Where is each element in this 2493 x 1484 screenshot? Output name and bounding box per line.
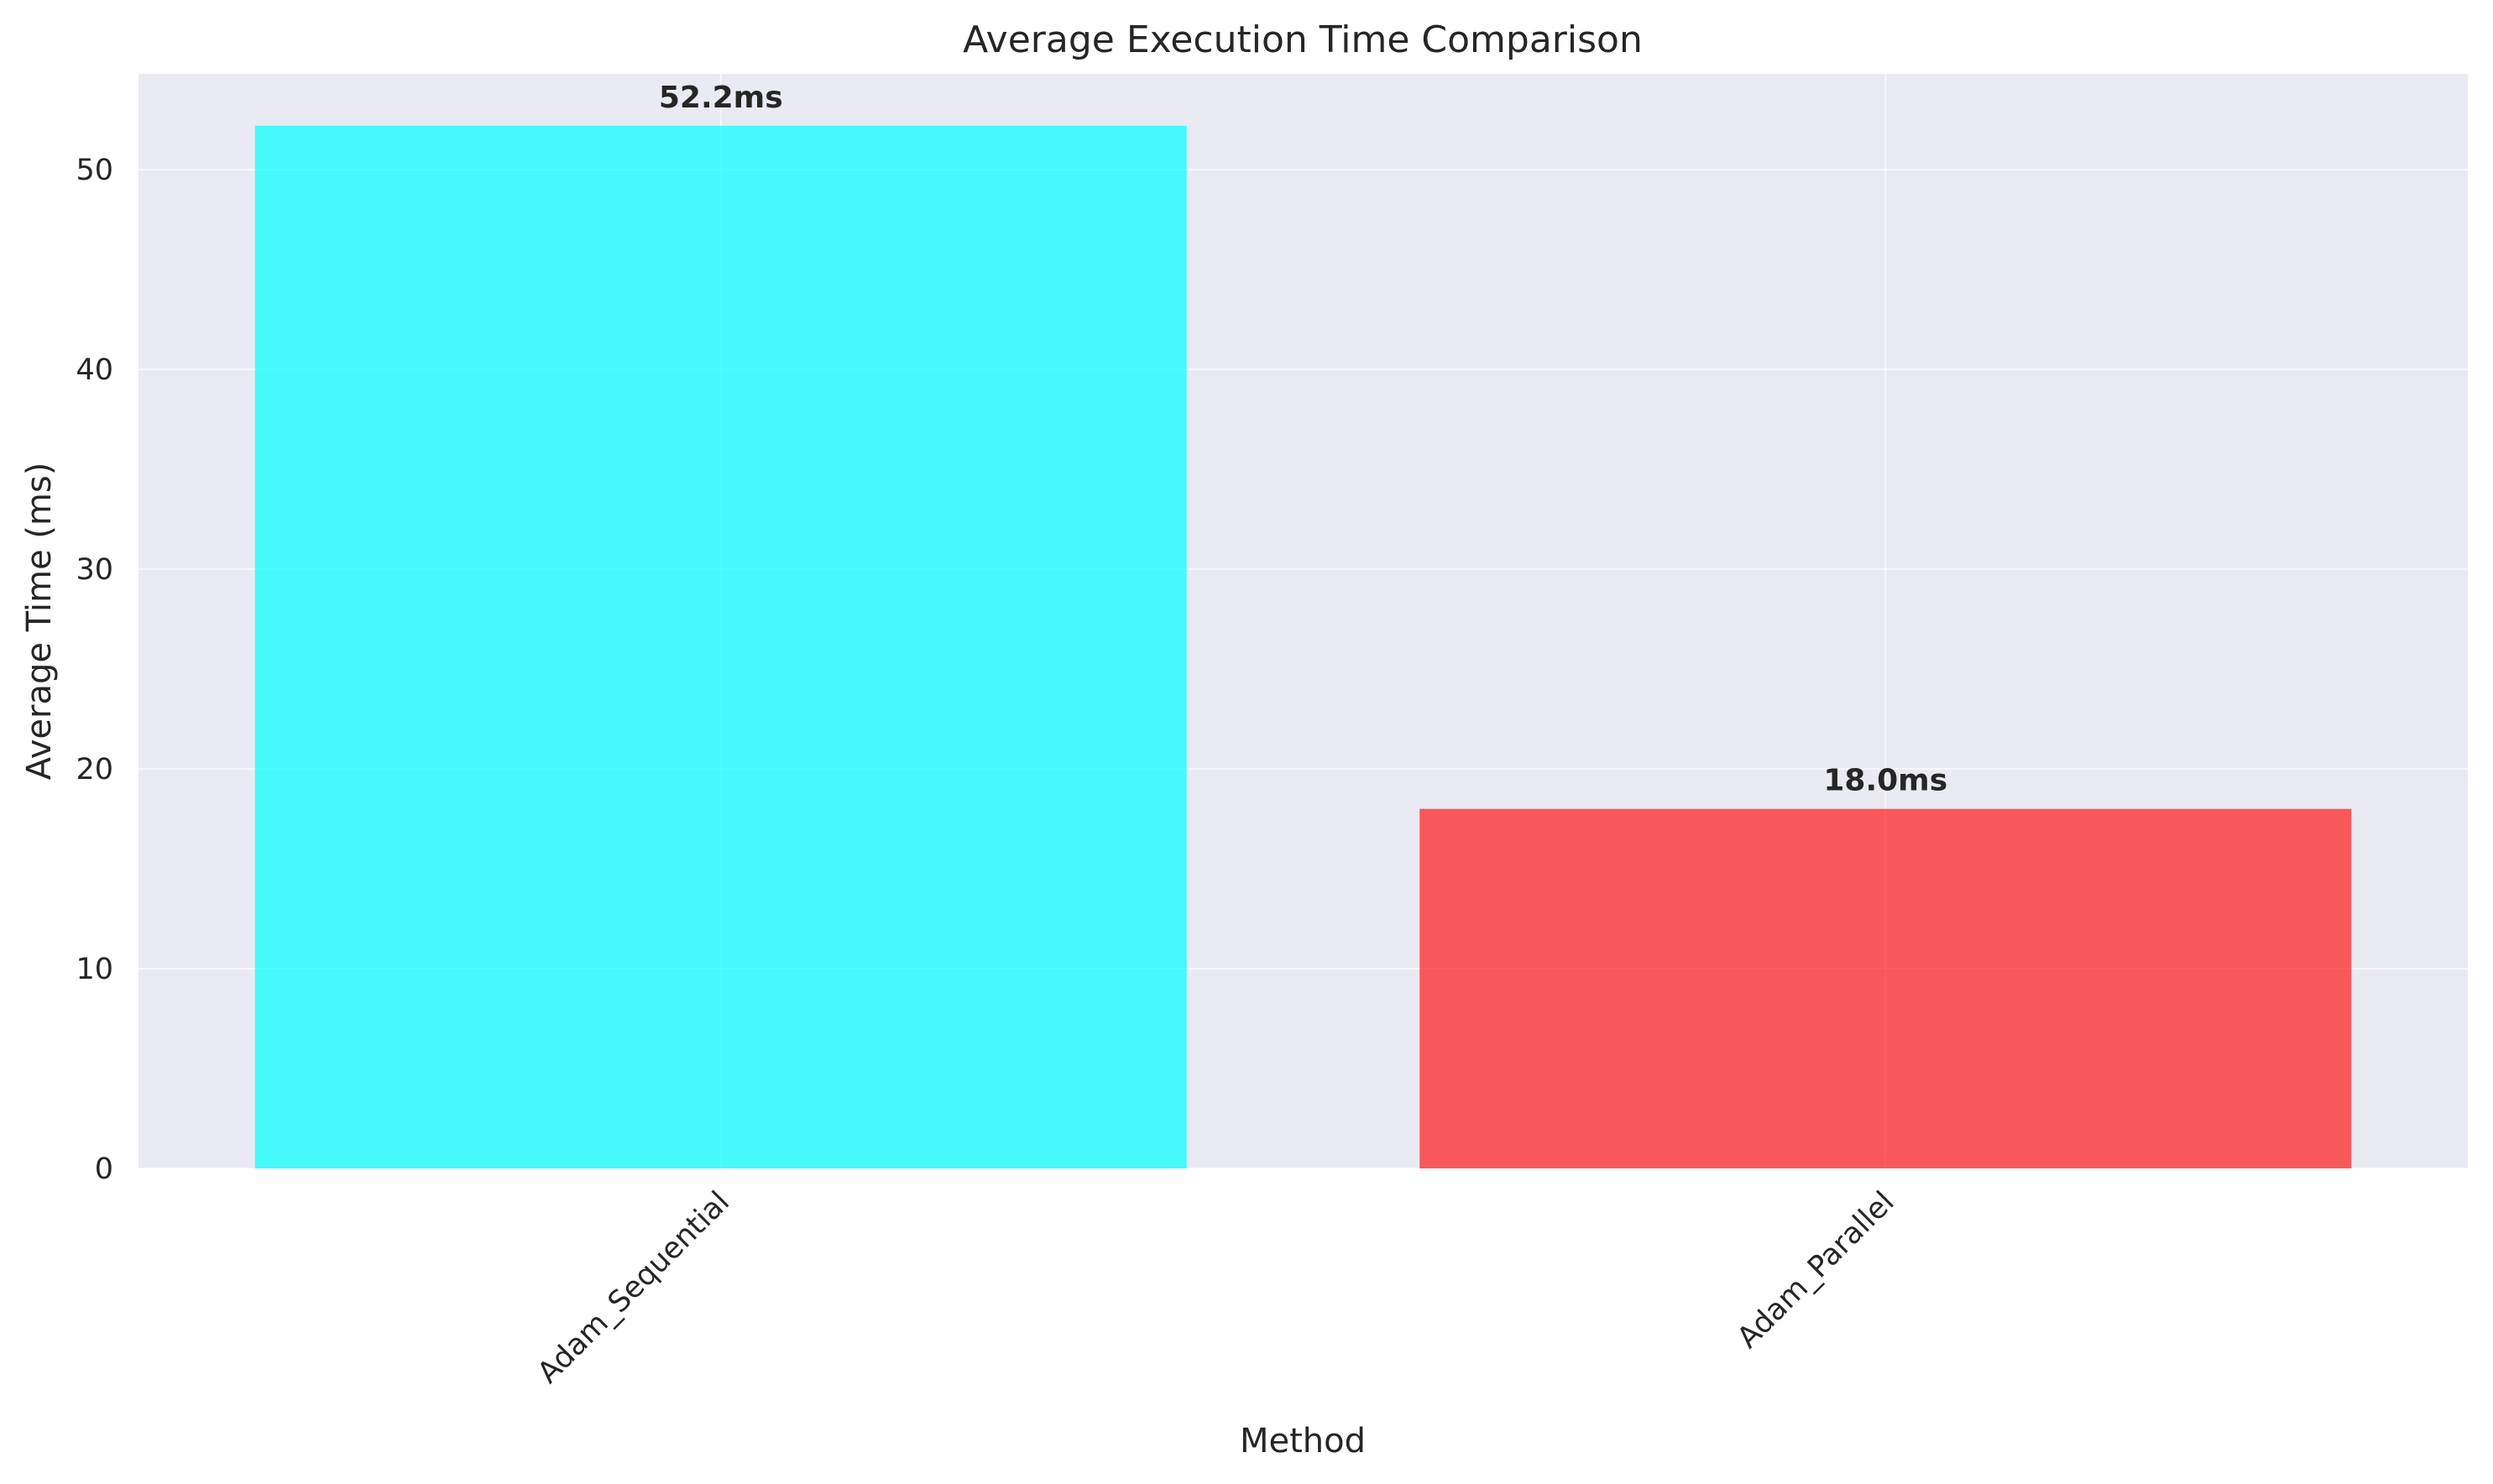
y-tick-label: 50: [76, 154, 113, 187]
bars: [254, 125, 2352, 1168]
bar-value-labels: 52.2ms 18.0ms: [659, 81, 1947, 798]
bar-value-label: 52.2ms: [659, 81, 783, 115]
x-axis-label: Method: [1240, 1422, 1366, 1460]
y-tick-label: 40: [76, 353, 113, 387]
x-tick-label: Adam_Sequential: [531, 1185, 736, 1390]
y-tick-label: 10: [76, 953, 113, 986]
y-tick-label: 30: [76, 553, 113, 587]
y-tick-label: 0: [95, 1152, 113, 1186]
y-tick-label: 20: [76, 753, 113, 786]
bar-adam-sequential: [254, 125, 1187, 1168]
bar-adam-parallel: [1419, 808, 2352, 1168]
x-axis-ticks: Adam_Sequential Adam_Parallel: [531, 1185, 1901, 1390]
y-axis-label: Average Time (ms): [20, 462, 59, 781]
chart-title: Average Execution Time Comparison: [963, 18, 1643, 61]
y-axis-ticks: 0 10 20 30 40 50: [76, 154, 113, 1186]
x-tick-label: Adam_Parallel: [1731, 1185, 1900, 1355]
bar-value-label: 18.0ms: [1823, 764, 1947, 798]
